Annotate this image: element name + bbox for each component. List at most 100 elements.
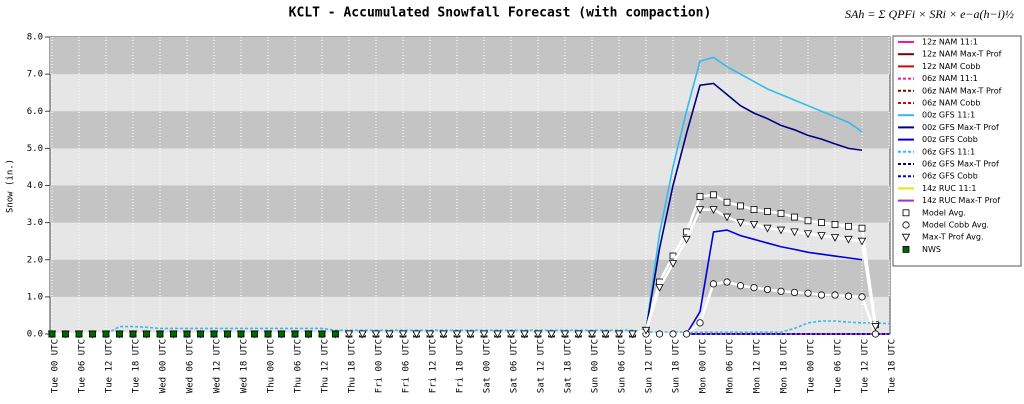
legend-label: 06z GFS Cobb — [922, 172, 978, 181]
chart-title: KCLT - Accumulated Snowfall Forecast (wi… — [289, 6, 712, 21]
marker — [520, 330, 529, 339]
marker — [425, 330, 435, 339]
x-tick-label: Sun 18 UTC — [672, 339, 682, 393]
legend-label: 00z GFS Cobb — [922, 135, 978, 144]
marker — [156, 330, 164, 338]
legend-label: 12z NAM Cobb — [922, 62, 980, 71]
x-tick-label: Tue 18 UTC — [132, 339, 142, 393]
marker — [857, 237, 867, 246]
x-tick-label: Tue 12 UTC — [861, 339, 871, 393]
marker — [858, 293, 866, 301]
marker — [358, 330, 367, 339]
marker — [790, 228, 799, 237]
marker — [695, 206, 705, 214]
marker — [902, 221, 910, 229]
marker — [776, 226, 786, 235]
x-tick-label: Mon 06 UTC — [726, 339, 736, 393]
y-tick-label: 6.0 — [27, 107, 43, 117]
marker — [830, 234, 840, 242]
legend-label: 12z NAM Max-T Prof — [922, 50, 1002, 59]
marker — [129, 330, 137, 338]
marker — [439, 330, 448, 339]
marker — [710, 191, 717, 199]
x-tick-label: Fri 12 UTC — [429, 339, 439, 393]
marker — [89, 330, 96, 338]
marker — [305, 330, 312, 338]
marker — [143, 330, 150, 338]
marker — [777, 209, 785, 217]
marker — [587, 330, 597, 339]
y-tick-label: 4.0 — [27, 181, 43, 191]
marker — [278, 330, 285, 338]
marker — [831, 291, 839, 299]
x-tick-label: Sun 06 UTC — [618, 339, 628, 393]
x-tick-label: Fri 06 UTC — [402, 339, 412, 393]
marker — [763, 285, 772, 294]
marker — [251, 330, 258, 338]
marker — [902, 209, 910, 217]
x-tick-label: Mon 18 UTC — [780, 339, 790, 393]
x-tick-label: Thu 06 UTC — [294, 339, 304, 393]
marker — [170, 330, 177, 338]
marker — [48, 330, 56, 338]
legend-label: 06z NAM 11:1 — [922, 74, 978, 83]
y-tick-label: 0.0 — [27, 330, 43, 340]
x-tick-label: Fri 00 UTC — [375, 339, 385, 393]
marker — [722, 213, 732, 222]
marker — [560, 330, 570, 339]
legend-label: Model Avg. — [922, 208, 966, 217]
marker — [116, 330, 123, 338]
x-tick-label: Tue 18 UTC — [888, 339, 898, 393]
x-tick-label: Sat 12 UTC — [537, 339, 547, 393]
legend-box — [892, 35, 1022, 267]
marker — [723, 278, 731, 286]
grid-band — [50, 185, 890, 223]
marker — [452, 330, 462, 339]
marker — [197, 330, 204, 338]
x-tick-label: Mon 12 UTC — [753, 339, 763, 393]
marker — [736, 219, 745, 227]
marker — [291, 330, 299, 338]
legend-label: 06z GFS Max-T Prof — [922, 160, 999, 169]
legend-label: 06z NAM Cobb — [922, 99, 980, 108]
marker — [682, 330, 691, 338]
marker — [318, 330, 326, 338]
legend-label: 14z RUC 11:1 — [922, 184, 976, 193]
marker — [723, 198, 731, 206]
marker — [224, 330, 231, 338]
x-tick-label: Wed 06 UTC — [186, 339, 196, 393]
marker — [398, 330, 408, 339]
formula: SAh = Σ QPFi × SRi × e−a(h−i)½ — [845, 7, 1014, 21]
marker — [844, 292, 853, 300]
marker — [183, 330, 191, 338]
marker — [682, 235, 691, 244]
y-tick-label: 1.0 — [27, 292, 43, 302]
marker — [641, 326, 651, 335]
grid-band — [50, 37, 890, 75]
marker — [533, 330, 543, 339]
legend-label: Model Cobb Avg. — [922, 221, 989, 230]
marker — [858, 224, 866, 232]
x-tick-label: Sun 12 UTC — [645, 339, 655, 393]
marker — [332, 330, 339, 338]
marker — [506, 330, 516, 339]
y-tick-label: 5.0 — [27, 144, 43, 154]
series-line — [52, 320, 890, 335]
marker — [62, 330, 69, 338]
marker — [803, 230, 813, 239]
marker — [547, 330, 556, 339]
marker — [818, 219, 825, 227]
x-tick-label: Wed 00 UTC — [159, 339, 169, 393]
marker — [791, 213, 798, 221]
marker — [628, 330, 637, 339]
legend-label: 12z NAM 11:1 — [922, 38, 978, 47]
marker — [777, 287, 785, 295]
marker — [614, 330, 624, 339]
legend-label: NWS — [922, 245, 941, 254]
y-tick-label: 8.0 — [27, 33, 43, 43]
x-tick-label: Thu 18 UTC — [348, 339, 358, 393]
x-tick-label: Sat 18 UTC — [564, 339, 574, 393]
marker — [871, 323, 880, 331]
x-tick-label: Tue 06 UTC — [78, 339, 88, 393]
